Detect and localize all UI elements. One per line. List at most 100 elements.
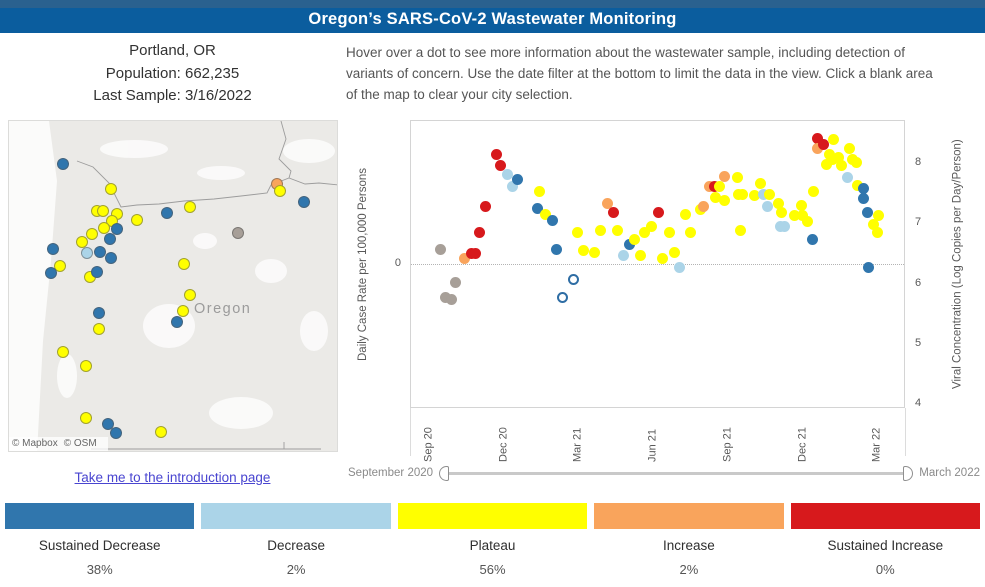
chart-dot-plateau[interactable] xyxy=(850,157,862,169)
chart-dot-decrease[interactable] xyxy=(673,262,685,274)
chart-dot-plateau[interactable] xyxy=(629,234,641,246)
map-city-dot-sustained-decrease[interactable] xyxy=(47,243,59,255)
map-city-dot-plateau[interactable] xyxy=(184,201,196,213)
chart-dot-sustained-increase[interactable] xyxy=(479,200,491,212)
map-city-dot-plateau[interactable] xyxy=(54,260,66,272)
map-city-dot-plateau[interactable] xyxy=(76,236,88,248)
chart-dot-sustained-increase[interactable] xyxy=(473,227,485,239)
chart-dot-plateau[interactable] xyxy=(635,249,647,261)
chart-dot-sustained-increase[interactable] xyxy=(491,149,503,161)
chart-dot-plateau[interactable] xyxy=(731,171,743,183)
chart-dot-below-detection[interactable] xyxy=(568,273,580,285)
mapbox-attribution-link[interactable]: © Mapbox xyxy=(12,438,58,449)
chart-dot-plateau[interactable] xyxy=(749,190,761,202)
chart-dot-plateau[interactable] xyxy=(668,246,680,258)
chart-dot-sustained-decrease[interactable] xyxy=(862,207,874,219)
map-city-dot-plateau[interactable] xyxy=(98,222,110,234)
chart-dot-plateau[interactable] xyxy=(680,208,692,220)
map-city-dot-no-data[interactable] xyxy=(232,227,244,239)
chart-dot-below-detection[interactable] xyxy=(557,292,569,304)
map-city-dot-sustained-decrease[interactable] xyxy=(161,207,173,219)
chart-dot-sustained-decrease[interactable] xyxy=(531,202,543,214)
chart-dot-plateau[interactable] xyxy=(828,133,840,145)
chart-dot-plateau[interactable] xyxy=(639,227,651,239)
slider-left-handle[interactable] xyxy=(439,465,450,481)
chart-dot-decrease[interactable] xyxy=(618,249,630,261)
chart-dot-plateau[interactable] xyxy=(533,186,545,198)
chart-dot-plateau[interactable] xyxy=(873,209,885,221)
slider-right-handle[interactable] xyxy=(903,465,914,481)
map-city-dot-plateau[interactable] xyxy=(178,258,190,270)
chart-dot-plateau[interactable] xyxy=(645,220,657,232)
chart-dot-sustained-increase[interactable] xyxy=(607,206,619,218)
chart-dot-no-data[interactable] xyxy=(435,243,447,255)
map-city-dot-sustained-decrease[interactable] xyxy=(91,266,103,278)
chart-dot-sustained-decrease[interactable] xyxy=(807,234,819,246)
chart-dot-sustained-increase[interactable] xyxy=(495,160,507,172)
chart-dot-plateau[interactable] xyxy=(663,227,675,239)
chart-dot-plateau[interactable] xyxy=(578,245,590,257)
chart-dot-plateau[interactable] xyxy=(802,216,814,228)
chart-dot-plateau[interactable] xyxy=(612,225,624,237)
chart-dot-plateau[interactable] xyxy=(775,207,787,219)
map-city-dot-sustained-decrease[interactable] xyxy=(171,316,183,328)
chart-dot-sustained-decrease[interactable] xyxy=(551,243,563,255)
chart-dot-increase[interactable] xyxy=(458,252,470,264)
chart-dot-plateau[interactable] xyxy=(796,210,808,222)
chart-dot-decrease[interactable] xyxy=(778,220,790,232)
map-city-dot-plateau[interactable] xyxy=(86,228,98,240)
map-city-dot-sustained-decrease[interactable] xyxy=(111,223,123,235)
map-city-dot-sustained-decrease[interactable] xyxy=(298,196,310,208)
map-city-dot-sustained-decrease[interactable] xyxy=(102,418,114,430)
chart-dot-increase[interactable] xyxy=(698,200,710,212)
map-city-dot-sustained-decrease[interactable] xyxy=(110,427,122,439)
chart-dot-plateau[interactable] xyxy=(868,218,880,230)
chart-dot-decrease[interactable] xyxy=(841,171,853,183)
chart-dot-plateau[interactable] xyxy=(843,143,855,155)
chart-dot-no-data[interactable] xyxy=(440,291,452,303)
chart-dot-sustained-decrease[interactable] xyxy=(857,193,869,205)
chart-dot-sustained-decrease[interactable] xyxy=(546,214,558,226)
chart-dot-plateau[interactable] xyxy=(772,197,784,209)
chart-dot-plateau[interactable] xyxy=(656,252,668,264)
chart-dot-plateau[interactable] xyxy=(718,195,730,207)
chart-dot-plateau[interactable] xyxy=(685,227,697,239)
map-city-dot-plateau[interactable] xyxy=(131,214,143,226)
map-city-dot-plateau[interactable] xyxy=(93,323,105,335)
chart-dot-sustained-increase[interactable] xyxy=(469,247,481,259)
osm-attribution-link[interactable]: © OSM xyxy=(63,438,97,449)
chart-dot-plateau[interactable] xyxy=(539,208,551,220)
slider-track[interactable] xyxy=(449,471,904,475)
chart-dot-sustained-decrease[interactable] xyxy=(624,238,636,250)
chart-dot-sustained-increase[interactable] xyxy=(652,206,664,218)
chart-dot-increase[interactable] xyxy=(601,197,613,209)
map-city-dot-sustained-decrease[interactable] xyxy=(45,267,57,279)
map-city-dot-decrease[interactable] xyxy=(81,247,93,259)
chart-dot-plateau[interactable] xyxy=(795,199,807,211)
map-city-dot-sustained-decrease[interactable] xyxy=(94,246,106,258)
chart-dot-decrease[interactable] xyxy=(758,189,770,201)
chart-dot-increase[interactable] xyxy=(718,170,730,182)
map-city-dot-plateau[interactable] xyxy=(80,360,92,372)
chart-dot-sustained-increase[interactable] xyxy=(818,139,830,151)
chart-dot-no-data[interactable] xyxy=(446,293,458,305)
map-city-dot-plateau[interactable] xyxy=(80,412,92,424)
chart-dot-plateau[interactable] xyxy=(709,191,721,203)
chart-dot-decrease[interactable] xyxy=(507,181,519,193)
map-city-dot-plateau[interactable] xyxy=(177,305,189,317)
chart-dot-plateau[interactable] xyxy=(835,159,847,171)
chart-dot-sustained-increase[interactable] xyxy=(812,132,824,144)
chart-dot-no-data[interactable] xyxy=(450,276,462,288)
map-city-dot-plateau[interactable] xyxy=(155,426,167,438)
chart-dot-plateau[interactable] xyxy=(737,188,749,200)
chart-dot-decrease[interactable] xyxy=(762,200,774,212)
chart-dot-sustained-decrease[interactable] xyxy=(863,262,875,274)
introduction-page-link[interactable]: Take me to the introduction page xyxy=(74,470,271,485)
chart-dot-plateau[interactable] xyxy=(851,180,863,192)
chart-dot-plateau[interactable] xyxy=(788,209,800,221)
chart-dot-plateau[interactable] xyxy=(572,227,584,239)
map-city-dot-plateau[interactable] xyxy=(97,205,109,217)
map-city-dot-plateau[interactable] xyxy=(184,289,196,301)
chart-dot-increase[interactable] xyxy=(812,143,824,155)
chart-dot-plateau[interactable] xyxy=(588,246,600,258)
